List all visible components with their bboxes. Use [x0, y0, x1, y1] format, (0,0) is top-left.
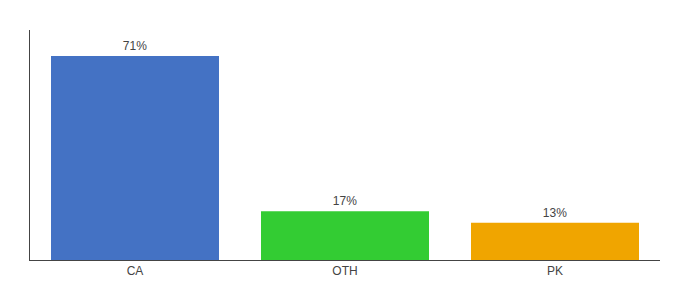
svg-text:OTH: OTH — [332, 264, 357, 278]
svg-text:71%: 71% — [123, 39, 147, 53]
svg-text:PK: PK — [547, 264, 563, 278]
svg-text:CA: CA — [127, 264, 144, 278]
svg-text:13%: 13% — [543, 206, 567, 220]
svg-text:17%: 17% — [333, 194, 357, 208]
